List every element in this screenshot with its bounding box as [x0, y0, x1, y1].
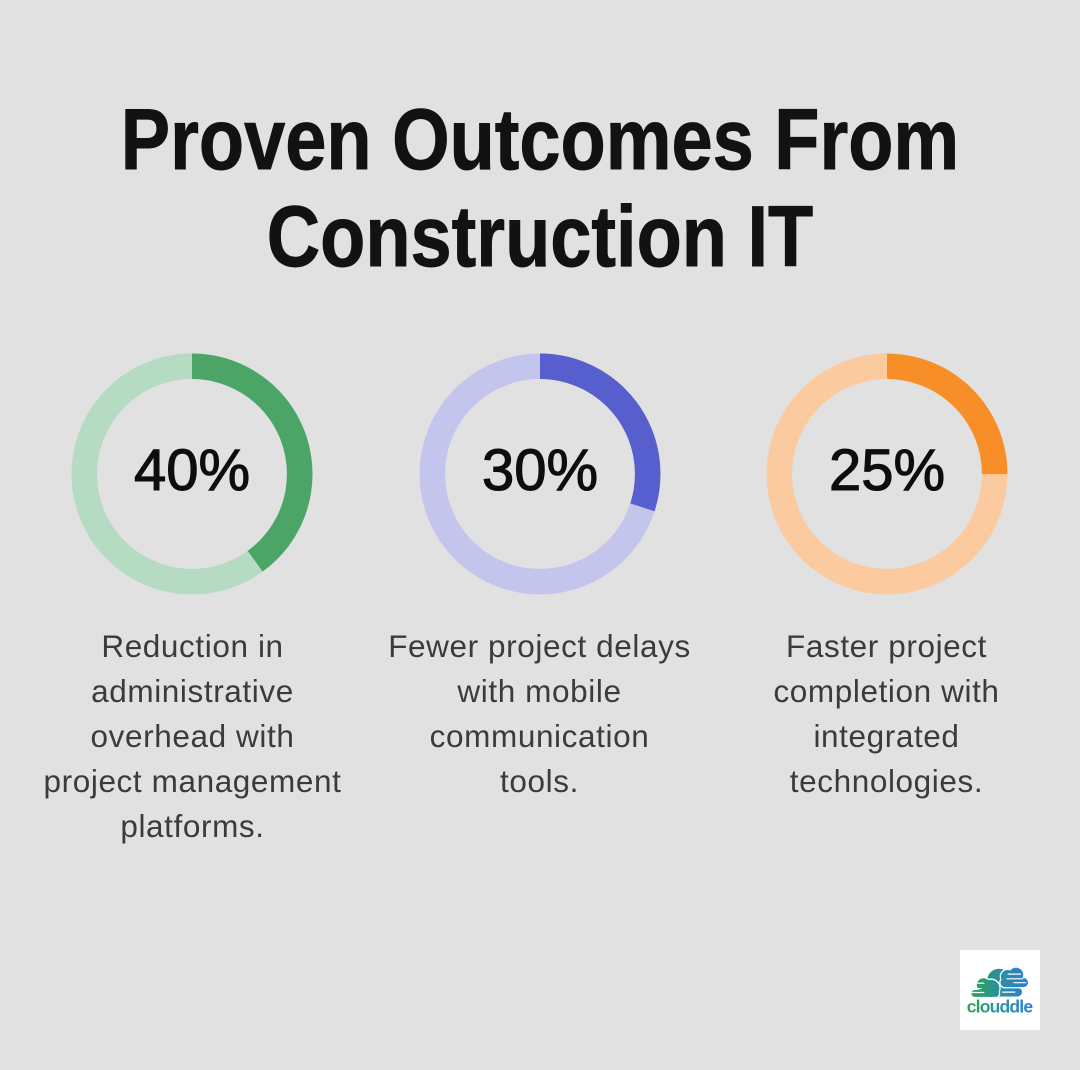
svg-text:clouddle: clouddle: [967, 997, 1034, 1017]
